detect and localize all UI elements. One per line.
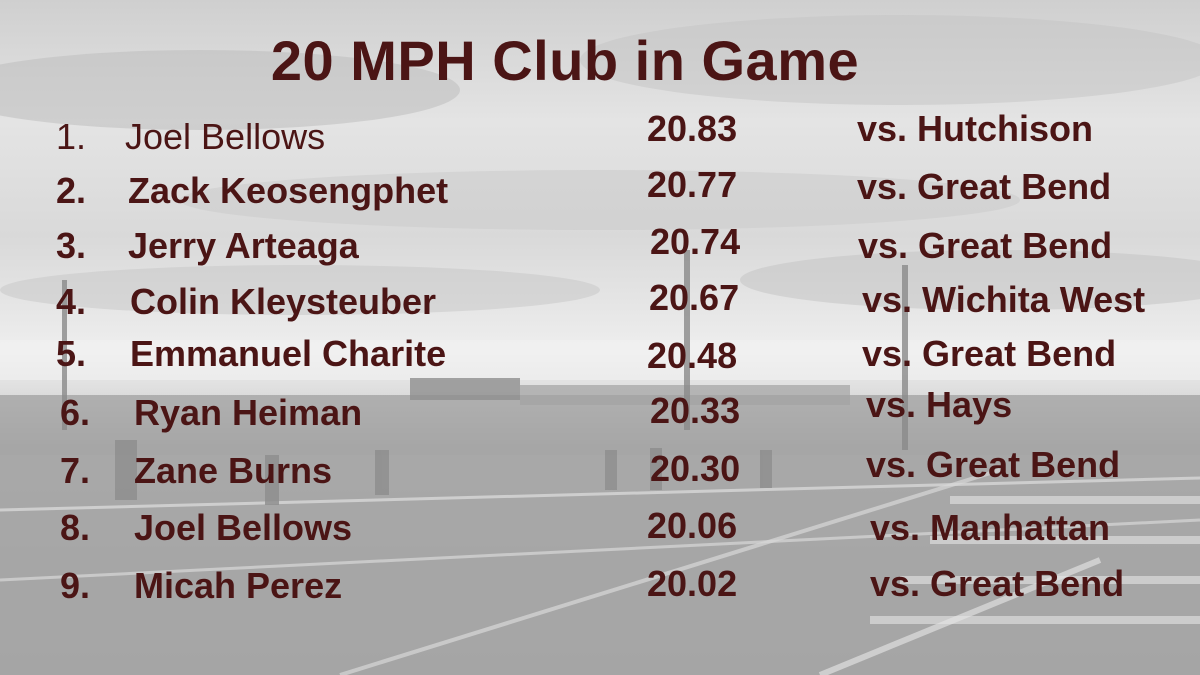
opponent-label: vs. Hutchison [857, 108, 1094, 149]
opponent-label: vs. Wichita West [862, 279, 1146, 320]
player-name: Zane Burns [134, 450, 333, 491]
list-item: 2. Zack Keosengphet 20.77 vs. Great Bend [0, 164, 1200, 220]
rank-number: 5. [56, 333, 87, 374]
rank-number: 7. [60, 450, 91, 491]
rank-number: 6. [60, 392, 91, 433]
list-item: 8. Joel Bellows 20.06 vs. Manhattan [0, 505, 1200, 561]
list-item: 5. Emmanuel Charite 20.48 vs. Great Bend [0, 333, 1200, 389]
player-name: Joel Bellows [125, 116, 326, 157]
list-item: 4. Colin Kleysteuber 20.67 vs. Wichita W… [0, 277, 1200, 333]
player-name: Emmanuel Charite [130, 333, 447, 374]
list-item: 3. Jerry Arteaga 20.74 vs. Great Bend [0, 221, 1200, 277]
opponent-label: vs. Great Bend [866, 444, 1121, 485]
rank-number: 3. [56, 225, 87, 266]
player-name: Joel Bellows [134, 507, 353, 548]
page-title: 20 MPH Club in Game [270, 29, 860, 92]
rank-number: 2. [56, 170, 87, 211]
speed-value: 20.30 [650, 448, 741, 489]
opponent-label: vs. Great Bend [858, 225, 1113, 266]
list-item: 6. Ryan Heiman 20.33 vs. Hays [0, 384, 1200, 446]
speed-value: 20.06 [647, 505, 738, 546]
rank-number: 9. [60, 565, 91, 606]
speed-value: 20.33 [650, 390, 741, 431]
opponent-label: vs. Great Bend [857, 166, 1112, 207]
opponent-label: vs. Great Bend [862, 333, 1117, 374]
speed-value: 20.48 [647, 335, 738, 376]
opponent-label: vs. Hays [866, 384, 1013, 425]
list-item: 1. Joel Bellows 20.83 vs. Hutchison [0, 106, 1200, 162]
speed-value: 20.67 [649, 277, 740, 318]
player-name: Colin Kleysteuber [130, 281, 437, 322]
rank-number: 1. [56, 116, 87, 157]
list-item: 9. Micah Perez 20.02 vs. Great Bend [0, 563, 1200, 619]
list-item: 7. Zane Burns 20.30 vs. Great Bend [0, 444, 1200, 504]
opponent-label: vs. Great Bend [870, 563, 1125, 604]
player-name: Jerry Arteaga [128, 225, 359, 266]
speed-value: 20.02 [647, 563, 738, 604]
opponent-label: vs. Manhattan [870, 507, 1111, 548]
rank-number: 8. [60, 507, 91, 548]
speed-value: 20.77 [647, 164, 738, 205]
speed-value: 20.83 [647, 108, 738, 149]
speed-value: 20.74 [650, 221, 741, 262]
rank-number: 4. [56, 281, 87, 322]
player-name: Ryan Heiman [134, 392, 363, 433]
player-name: Zack Keosengphet [128, 170, 449, 211]
player-name: Micah Perez [134, 565, 343, 606]
